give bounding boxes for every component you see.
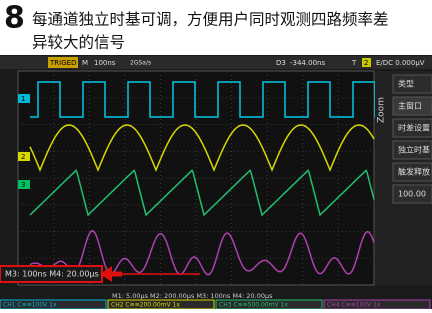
step-number: 8 [4, 1, 25, 36]
menu-item-label: 独立时基 [398, 145, 430, 155]
page: 8 每通道独立时基可调，方便用户同时观测四路频率差 异较大的信号 TRIGED … [0, 0, 432, 309]
timebase-line: M1: 5.00μs M2: 200.00μs M3: 100ns M4: 20… [112, 292, 273, 300]
trigger-level: E/DC 0.000μV [376, 59, 425, 67]
menu-item-label: 主窗口 [398, 101, 422, 111]
sample-rate: 2GSa/s [130, 60, 151, 67]
channel-label: CH2 C≡≡200.00mV 1x [111, 302, 180, 309]
timebase-overlay: M3: 100ns M4: 20.00μs [5, 270, 99, 279]
screenshot: 8 每通道独立时基可调，方便用户同时观测四路频率差 异较大的信号 TRIGED … [0, 0, 432, 309]
menu-item-label: 类型 [398, 79, 414, 89]
zoom-label: Zoom [377, 97, 387, 123]
channel-label: CH1 C≡≡100V 1x [3, 302, 57, 309]
menu-item-label: 100.00 [398, 190, 426, 199]
trig-label: T [351, 59, 357, 67]
title-line: 异较大的信号 [32, 34, 125, 52]
trig-channel: 2 [364, 59, 368, 67]
timebase: 100ns [94, 59, 116, 67]
channel-marker-label: 3 [21, 181, 25, 189]
title-line: 每通道独立时基可调，方便用户同时观测四路频率差 [32, 11, 389, 29]
channel-marker-label: 1 [21, 95, 25, 103]
channel-marker-label: 2 [21, 153, 25, 161]
menu-item-label: 时差设置 [398, 123, 430, 133]
channel-label: CH3 C≡≡500.00mV 1x [219, 302, 288, 309]
delay: -344.00ns [290, 59, 325, 67]
trig-status: TRIGED [49, 59, 76, 67]
cursor: D3 [276, 59, 286, 67]
mode: M [82, 59, 88, 67]
menu-item-label: 触发释放 [398, 167, 430, 177]
channel-label: CH4 C≡≡100V 1x [327, 302, 381, 309]
